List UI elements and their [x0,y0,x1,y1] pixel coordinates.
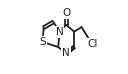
Text: N: N [56,27,63,37]
Text: O: O [62,8,70,18]
Text: Cl: Cl [87,39,98,49]
Text: N: N [62,48,70,58]
Text: S: S [39,37,46,47]
